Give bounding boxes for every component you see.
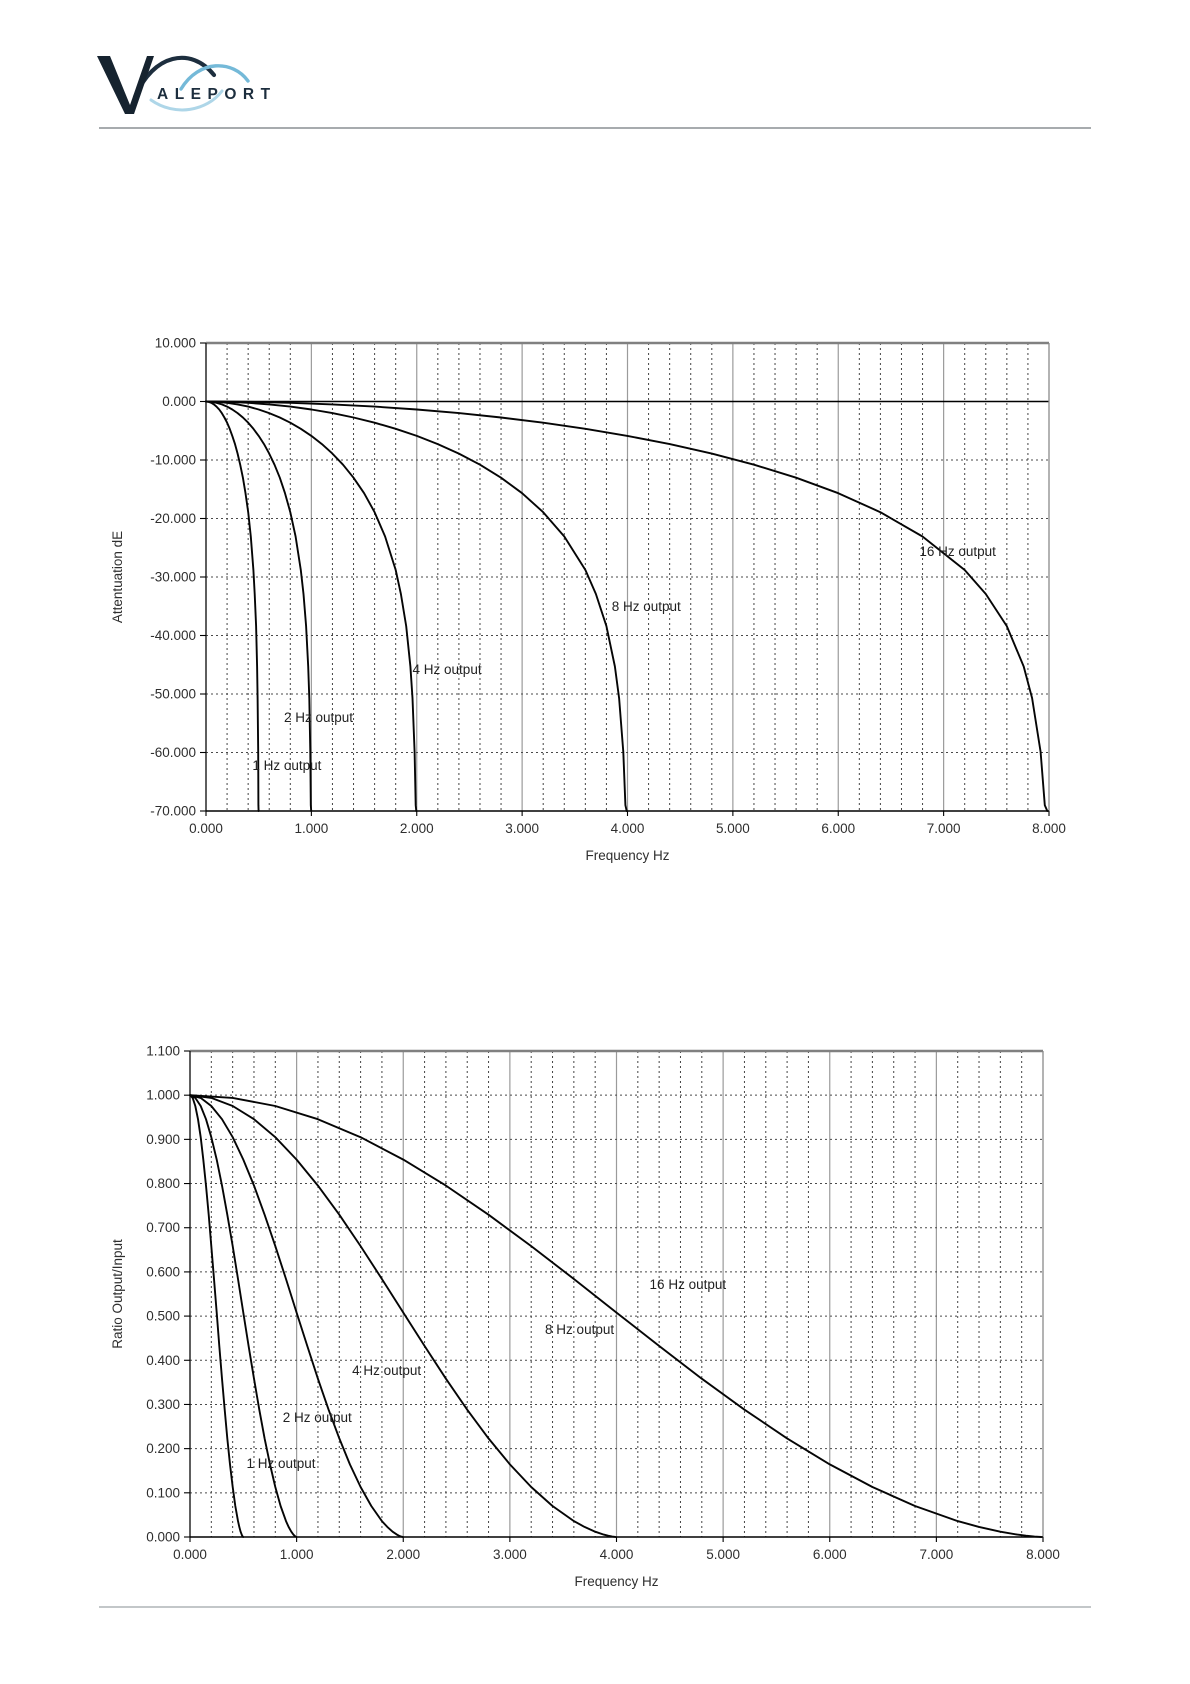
y-tick-label: 0.200 xyxy=(146,1441,180,1456)
logo-v-glyph xyxy=(97,56,154,114)
curve-16-Hz-output xyxy=(189,1094,1043,1538)
x-axis-title: Frequency Hz xyxy=(574,1574,658,1589)
curve-16-Hz-output xyxy=(205,400,1049,812)
y-tick-label: 1.100 xyxy=(146,1044,180,1059)
logo-blue-swoosh-upper xyxy=(179,64,250,91)
y-tick-label: 0.000 xyxy=(162,394,196,409)
curve-label: 4 Hz output xyxy=(352,1363,421,1378)
x-tick-label: 5.000 xyxy=(706,1547,740,1562)
y-tick-label: -60.000 xyxy=(150,745,196,760)
curve-label: 8 Hz output xyxy=(545,1322,614,1337)
y-tick-label: 0.100 xyxy=(146,1485,180,1500)
y-tick-label: -70.000 xyxy=(150,804,196,819)
y-tick-label: -50.000 xyxy=(150,687,196,702)
logo-blue-swoosh-lower xyxy=(149,89,224,112)
curve-label: 4 Hz output xyxy=(413,662,482,677)
curve-label: 1 Hz output xyxy=(247,1456,316,1471)
curve-4-Hz-output xyxy=(205,400,418,812)
curve-2-Hz-output xyxy=(189,1094,298,1538)
y-tick-label: 0.400 xyxy=(146,1353,180,1368)
x-tick-label: 1.000 xyxy=(280,1547,314,1562)
x-tick-label: 0.000 xyxy=(189,821,223,836)
y-tick-label: 0.900 xyxy=(146,1132,180,1147)
x-tick-label: 2.000 xyxy=(400,821,434,836)
footer-divider xyxy=(99,1606,1091,1608)
curve-4-Hz-output xyxy=(189,1094,404,1538)
y-tick-label: 0.700 xyxy=(146,1220,180,1235)
curve-label: 2 Hz output xyxy=(284,710,353,725)
curve-2-Hz-output xyxy=(205,400,313,812)
y-tick-label: 0.000 xyxy=(146,1530,180,1545)
valeport-logo: ALEPORT xyxy=(93,50,293,120)
y-tick-label: 10.000 xyxy=(155,336,196,351)
x-tick-label: 6.000 xyxy=(821,821,855,836)
header-divider xyxy=(99,127,1091,129)
curve-1-Hz-output xyxy=(205,400,260,812)
y-tick-label: -20.000 xyxy=(150,511,196,526)
x-tick-label: 4.000 xyxy=(611,821,645,836)
y-tick-label: -30.000 xyxy=(150,570,196,585)
x-tick-label: 8.000 xyxy=(1026,1547,1060,1562)
y-tick-label: 0.600 xyxy=(146,1264,180,1279)
x-tick-label: 1.000 xyxy=(294,821,328,836)
y-tick-label: 0.300 xyxy=(146,1397,180,1412)
curve-8-Hz-output xyxy=(205,400,628,812)
x-tick-label: 3.000 xyxy=(505,821,539,836)
x-tick-label: 0.000 xyxy=(173,1547,207,1562)
x-axis-title: Frequency Hz xyxy=(585,848,669,863)
x-tick-label: 3.000 xyxy=(493,1547,527,1562)
x-tick-label: 6.000 xyxy=(813,1547,847,1562)
y-tick-label: -10.000 xyxy=(150,453,196,468)
curve-label: 16 Hz output xyxy=(919,544,996,559)
x-tick-label: 8.000 xyxy=(1032,821,1066,836)
y-tick-label: 0.500 xyxy=(146,1309,180,1324)
y-axis-title: Attentuation dE xyxy=(110,531,125,623)
curve-label: 16 Hz output xyxy=(650,1277,727,1292)
y-axis-title: Ratio Output/Input xyxy=(110,1239,125,1349)
y-tick-label: 0.800 xyxy=(146,1176,180,1191)
curve-label: 8 Hz output xyxy=(612,599,681,614)
x-tick-label: 7.000 xyxy=(919,1547,953,1562)
logo-letters: ALEPORT xyxy=(157,86,277,103)
curve-8-Hz-output xyxy=(189,1094,617,1538)
x-tick-label: 7.000 xyxy=(927,821,961,836)
curve-label: 2 Hz output xyxy=(283,1410,352,1425)
curve-1-Hz-output xyxy=(189,1094,245,1538)
y-tick-label: 1.000 xyxy=(146,1088,180,1103)
y-tick-label: -40.000 xyxy=(150,628,196,643)
x-tick-label: 4.000 xyxy=(600,1547,634,1562)
x-tick-label: 5.000 xyxy=(716,821,750,836)
x-tick-label: 2.000 xyxy=(386,1547,420,1562)
curve-label: 1 Hz output xyxy=(252,758,321,773)
